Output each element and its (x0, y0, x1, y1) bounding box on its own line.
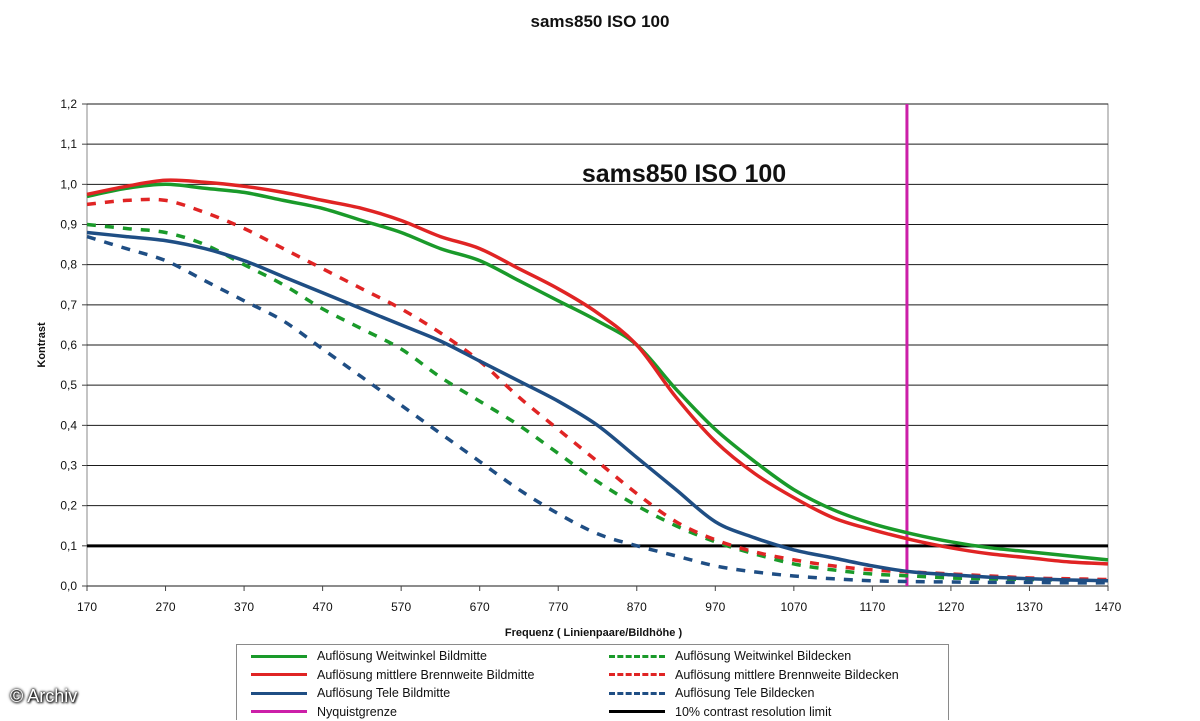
legend-label: Auflösung Weitwinkel Bildecken (675, 649, 852, 663)
x-tick-label: 470 (313, 600, 333, 614)
legend-item: Auflösung mittlere Brennweite Bildecken (609, 666, 899, 684)
legend-item: Auflösung Tele Bildmitte (251, 684, 450, 702)
chart-legend: Auflösung Weitwinkel Bildmitte Auflösung … (236, 644, 949, 720)
legend-label: 10% contrast resolution limit (675, 704, 832, 719)
legend-label: Nyquistgrenze (317, 704, 397, 719)
y-tick-label: 0,8 (60, 258, 77, 272)
y-tick-label: 1,1 (60, 137, 77, 151)
x-tick-label: 1070 (780, 600, 807, 614)
legend-swatch (251, 691, 307, 695)
y-tick-label: 1,0 (60, 177, 77, 191)
legend-swatch (609, 673, 665, 676)
series-line (86, 222, 1109, 583)
legend-label: Auflösung mittlere Brennweite Bildmitte (317, 667, 535, 682)
x-tick-label: 270 (156, 600, 176, 614)
x-tick-label: 170 (77, 600, 97, 614)
series-line (86, 230, 1109, 583)
legend-item: Nyquistgrenze (251, 703, 397, 721)
x-tick-label: 670 (470, 600, 490, 614)
legend-label: Auflösung Tele Bildmitte (317, 686, 451, 700)
x-tick-label: 1470 (1095, 600, 1122, 614)
y-tick-label: 0,5 (60, 378, 77, 392)
legend-swatch (609, 691, 665, 695)
x-tick-label: 770 (548, 600, 568, 614)
y-axis-label: Kontrast (36, 322, 48, 368)
legend-item: Auflösung Tele Bildecken (609, 684, 814, 702)
x-tick-label: 1170 (859, 600, 885, 614)
legend-label: Auflösung Tele Bildecken (675, 686, 815, 700)
chart-title: sams850 ISO 100 (530, 12, 670, 31)
legend-label: Auflösung mittlere Brennweite Bildecken (675, 667, 899, 682)
legend-swatch (609, 710, 665, 713)
y-tick-label: 1,2 (60, 97, 77, 111)
legend-swatch (609, 654, 665, 658)
legend-item: 10% contrast resolution limit (609, 703, 831, 721)
x-tick-label: 970 (705, 600, 725, 614)
x-tick-label: 1270 (938, 600, 965, 614)
legend-item: Auflösung mittlere Brennweite Bildmitte (251, 666, 534, 684)
x-axis-label: Frequenz ( Linienpaare/Bildhöhe ) (505, 627, 683, 639)
y-tick-label: 0,9 (60, 218, 77, 232)
chart-canvas: 0,0 0,1 0,2 0,3 0,4 0,5 0,6 0,7 0,8 0,9 1,0 1,1 1,2 1… (36, 97, 1122, 639)
x-tick-label: 870 (627, 600, 647, 614)
legend-swatch (251, 710, 307, 713)
y-tick-label: 0,4 (60, 418, 77, 432)
series-line (86, 182, 1109, 562)
series-line (86, 178, 1109, 566)
x-tick-label: 1370 (1016, 600, 1043, 614)
legend-swatch (251, 654, 307, 658)
x-tick-label: 570 (391, 600, 411, 614)
y-tick-label: 0,1 (60, 539, 77, 553)
series-line (86, 234, 1109, 585)
legend-label: Auflösung Weitwinkel Bildmitte (317, 649, 487, 663)
y-tick-label: 0,6 (60, 338, 77, 352)
y-tick-label: 0,3 (60, 459, 77, 473)
legend-item: Auflösung Weitwinkel Bildecken (609, 647, 851, 665)
y-tick-label: 0,2 (60, 499, 77, 513)
inner-chart-title: sams850 ISO 100 (582, 160, 786, 188)
legend-item: Auflösung Weitwinkel Bildmitte (251, 647, 487, 665)
y-tick-label: 0,0 (60, 579, 77, 593)
legend-swatch (251, 673, 307, 676)
x-tick-label: 370 (234, 600, 254, 614)
y-tick-label: 0,7 (60, 298, 77, 312)
watermark: © Archiv (10, 686, 78, 706)
